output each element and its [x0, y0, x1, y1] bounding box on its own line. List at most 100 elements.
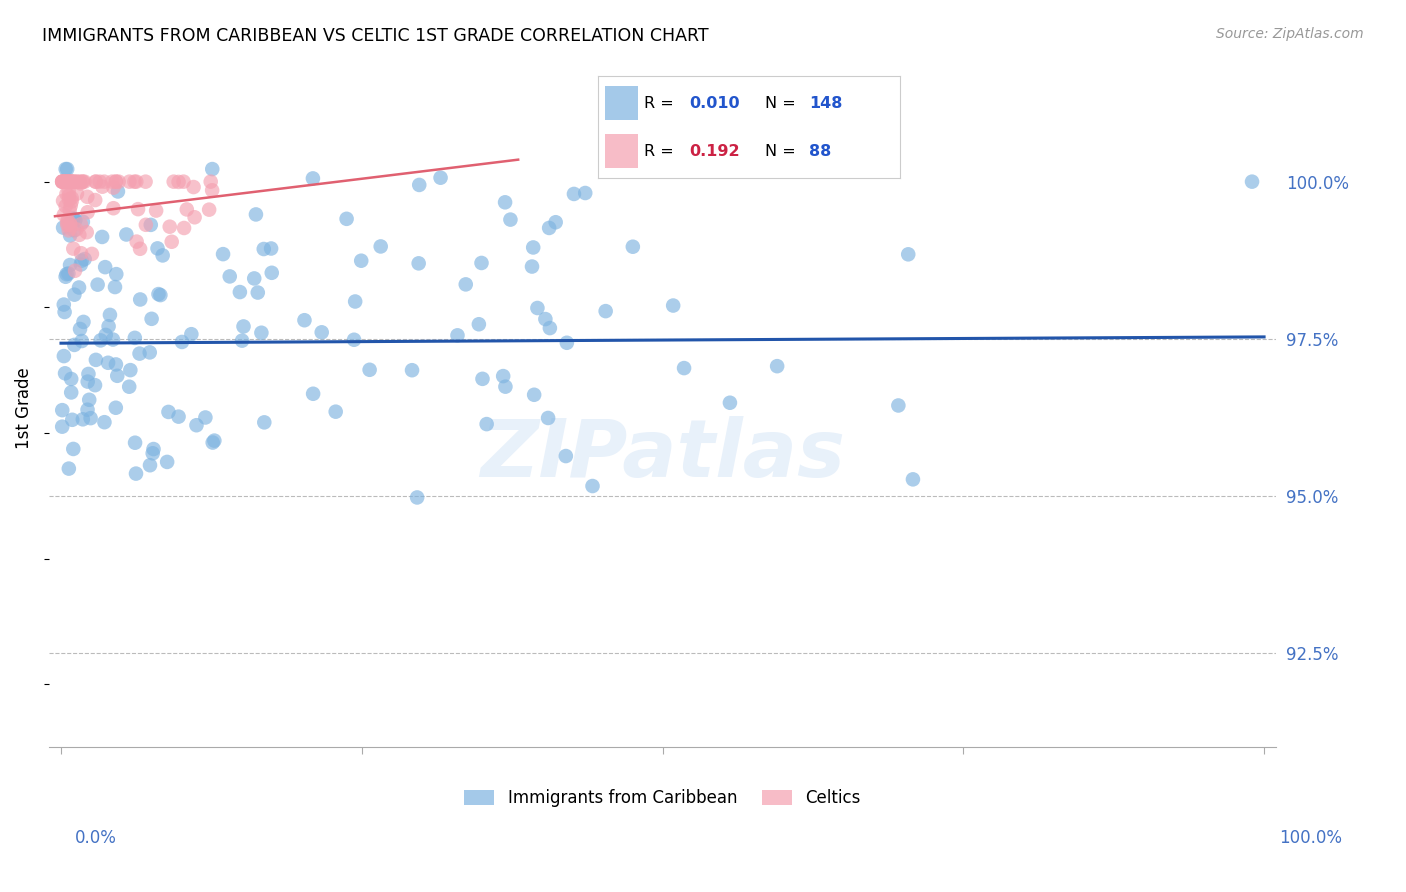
Point [246, 285, 269, 300]
Point [202, 434, 225, 448]
Point [104, 358, 127, 372]
Point [70, 334, 93, 348]
Point [55, 186, 77, 201]
Point [901, 472, 924, 486]
Point [350, 253, 373, 268]
Point [429, 170, 451, 185]
Point [118, 380, 141, 394]
Text: 88: 88 [810, 144, 831, 159]
Point [66, 186, 89, 201]
Text: N =: N = [765, 95, 801, 111]
Text: ZIPatlas: ZIPatlas [479, 417, 845, 494]
Text: Source: ZipAtlas.com: Source: ZipAtlas.com [1216, 27, 1364, 41]
Point [60, 175, 83, 189]
Point [534, 312, 557, 326]
Point [63, 223, 86, 237]
Point [51, 419, 73, 434]
Point [56, 213, 79, 227]
Point [149, 288, 172, 302]
Point [253, 415, 276, 429]
Point [60, 194, 83, 209]
Point [135, 175, 157, 189]
Point [72, 175, 94, 189]
Point [406, 491, 429, 505]
Text: R =: R = [644, 144, 679, 159]
Point [135, 218, 157, 232]
Point [98, 308, 121, 322]
Point [471, 372, 494, 386]
Point [302, 171, 325, 186]
Point [218, 269, 240, 284]
Text: 100.0%: 100.0% [1279, 829, 1341, 847]
Point [152, 248, 174, 262]
Point [59, 228, 82, 243]
Point [120, 363, 142, 377]
Point [55, 175, 77, 189]
Point [194, 410, 217, 425]
Point [401, 363, 423, 377]
Point [127, 202, 149, 216]
Point [125, 467, 148, 481]
Y-axis label: 1st Grade: 1st Grade [15, 367, 32, 449]
Point [91, 230, 114, 244]
Point [90, 334, 112, 348]
Point [51, 175, 73, 189]
Point [56, 175, 79, 189]
Point [201, 435, 224, 450]
Point [60, 175, 83, 189]
Point [59, 203, 82, 218]
Point [538, 321, 561, 335]
Point [56, 162, 79, 177]
Point [77, 392, 100, 407]
Point [229, 285, 252, 299]
Point [621, 240, 644, 254]
Point [562, 186, 585, 201]
Point [59, 199, 82, 213]
Point [69, 322, 91, 336]
Point [73, 175, 96, 189]
Point [167, 175, 190, 189]
Point [56, 216, 79, 230]
Point [673, 361, 696, 376]
Point [62, 175, 84, 189]
Point [260, 266, 283, 280]
Point [70, 253, 93, 268]
Point [146, 241, 169, 255]
Point [53, 175, 76, 189]
Point [53, 175, 76, 189]
Point [526, 301, 548, 315]
Point [60, 385, 83, 400]
Point [499, 212, 522, 227]
Point [253, 242, 276, 256]
Point [103, 180, 125, 194]
Point [67, 280, 90, 294]
Point [139, 458, 162, 473]
Point [446, 328, 468, 343]
Point [180, 327, 202, 342]
Point [80, 247, 103, 261]
Point [101, 175, 124, 189]
Point [59, 258, 82, 272]
Point [60, 191, 83, 205]
Point [52, 297, 75, 311]
Point [156, 455, 179, 469]
Point [200, 175, 222, 189]
Point [212, 247, 235, 261]
Point [53, 175, 76, 189]
Point [77, 367, 100, 381]
Point [62, 242, 84, 256]
Point [51, 175, 73, 189]
Point [58, 184, 80, 198]
Point [231, 334, 253, 348]
Point [70, 246, 93, 260]
Point [243, 271, 266, 285]
Point [581, 479, 603, 493]
Point [574, 186, 596, 200]
Text: 148: 148 [810, 95, 842, 111]
Point [73, 252, 96, 266]
Point [52, 194, 75, 208]
Point [105, 368, 128, 383]
Point [537, 411, 560, 425]
Point [139, 218, 162, 232]
Point [58, 223, 80, 237]
